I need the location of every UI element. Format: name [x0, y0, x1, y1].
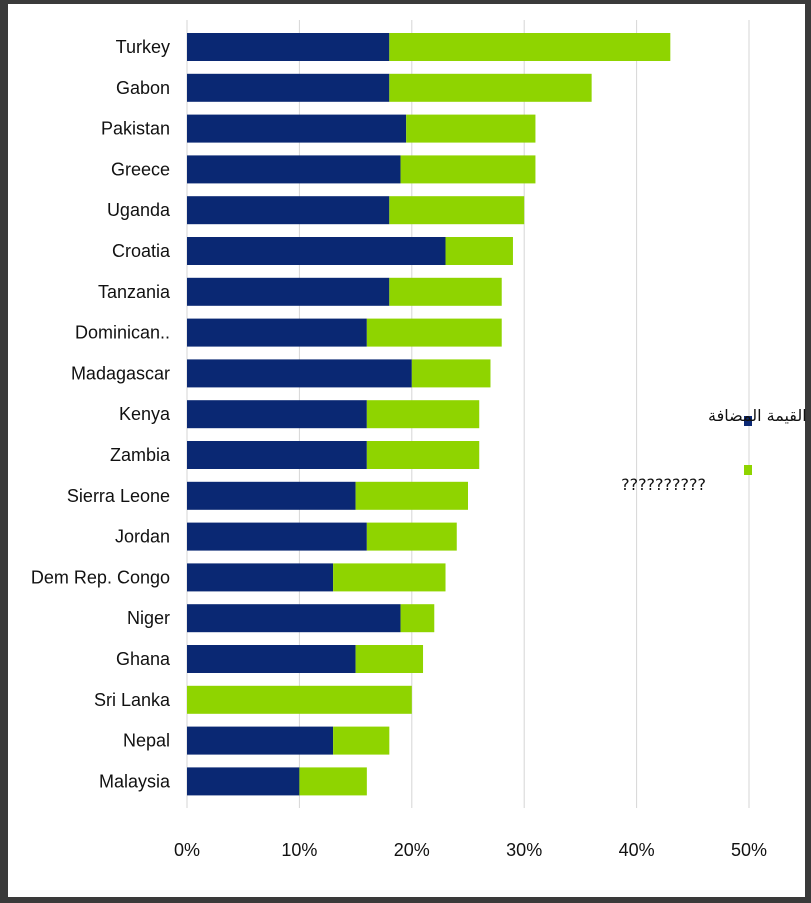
bar-other	[366, 400, 480, 429]
category-label: Malaysia	[99, 771, 171, 791]
bar-vat	[187, 726, 334, 755]
bar-other	[187, 685, 412, 714]
bar-vat	[187, 400, 367, 429]
x-tick-label: 10%	[281, 840, 317, 860]
bar-vat	[187, 563, 334, 592]
bar-other	[400, 604, 435, 633]
gridlines	[186, 20, 750, 808]
bar-other	[366, 318, 502, 347]
category-label: Madagascar	[71, 363, 170, 383]
bar-other	[389, 33, 671, 61]
category-label: Kenya	[119, 404, 171, 424]
bar-other	[411, 359, 491, 388]
bar-other	[389, 196, 525, 225]
bar-vat	[187, 155, 401, 184]
bar-vat	[187, 114, 407, 143]
category-label: Croatia	[112, 241, 171, 261]
bar-other	[366, 441, 480, 469]
x-tick-label: 0%	[174, 840, 200, 860]
bar-other	[355, 481, 468, 510]
bar-vat	[187, 767, 300, 796]
x-tick-label: 40%	[619, 840, 655, 860]
x-tick-label: 30%	[506, 840, 542, 860]
category-label: Nepal	[123, 731, 170, 751]
category-label: Sri Lanka	[94, 690, 171, 710]
category-label: Dominican..	[75, 323, 170, 343]
bar-vat	[187, 522, 367, 551]
bar-vat	[187, 237, 446, 265]
bar-vat	[187, 73, 390, 102]
legend-label-vat: ضريبة القيمة المضافة	[708, 406, 811, 426]
legend-label-other: ??????????	[621, 475, 706, 494]
bar-vat	[187, 277, 390, 306]
legend-swatch-other	[744, 465, 752, 475]
category-label: Jordan	[115, 527, 170, 547]
bar-vat	[187, 481, 356, 510]
legend-swatch-vat	[744, 416, 752, 426]
category-label: Pakistan	[101, 119, 170, 139]
bar-other	[333, 726, 390, 755]
legend: ضريبة القيمة المضافة ??????????	[621, 406, 811, 494]
category-labels: Turkey Gabon Pakistan Greece Uganda Croatia Ta…	[31, 37, 171, 791]
bar-other	[333, 563, 446, 592]
category-label: Niger	[127, 608, 170, 628]
category-label: Ghana	[116, 649, 171, 669]
bar-vat	[187, 604, 401, 633]
category-label: Greece	[111, 159, 170, 179]
bars	[187, 33, 671, 796]
bar-other	[389, 277, 502, 306]
bar-other	[299, 767, 367, 796]
bar-other	[389, 73, 592, 102]
category-label: Tanzania	[98, 282, 171, 302]
bar-other	[406, 114, 536, 143]
x-tick-label: 20%	[394, 840, 430, 860]
bar-other	[355, 645, 424, 673]
bar-vat	[187, 33, 390, 61]
category-label: Dem Rep. Congo	[31, 567, 170, 587]
bar-vat	[187, 318, 367, 347]
bar-vat	[187, 359, 412, 388]
bar-other	[366, 522, 457, 551]
x-tick-labels: 0% 10% 20% 30% 40% 50%	[174, 840, 767, 860]
bar-other	[400, 155, 536, 184]
bar-vat	[187, 441, 367, 469]
category-label: Turkey	[116, 37, 170, 57]
category-label: Gabon	[116, 78, 170, 98]
bar-vat	[187, 645, 356, 673]
x-tick-label: 50%	[731, 840, 767, 860]
category-label: Sierra Leone	[67, 486, 170, 506]
category-label: Zambia	[110, 445, 171, 465]
bar-vat	[187, 196, 390, 225]
category-label: Uganda	[107, 200, 171, 220]
bar-other	[445, 237, 513, 265]
